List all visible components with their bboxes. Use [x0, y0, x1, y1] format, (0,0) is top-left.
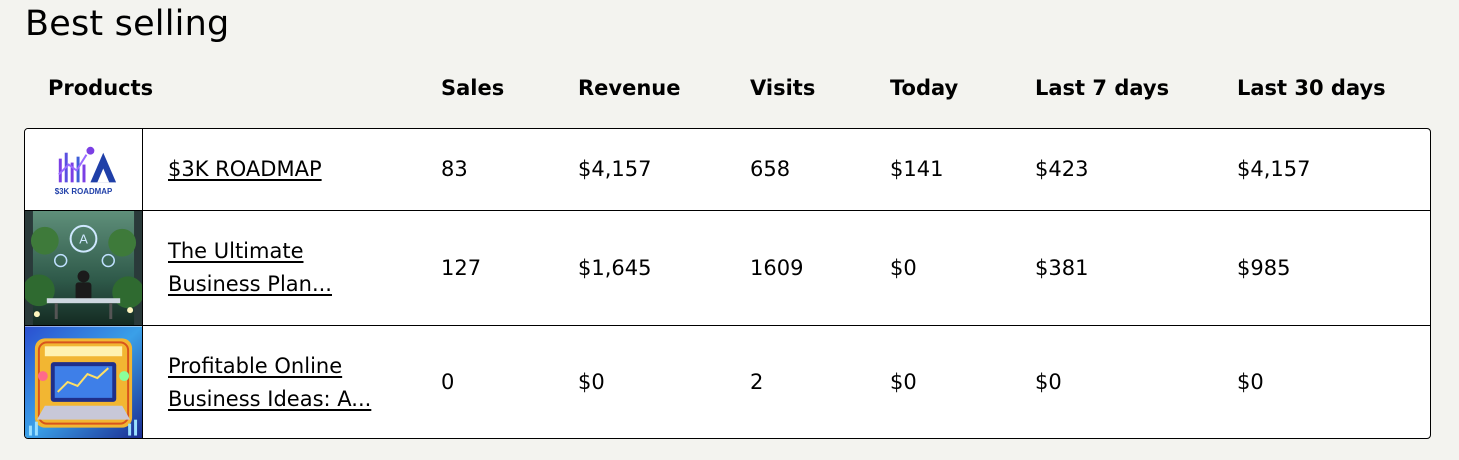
today-value: $0: [890, 256, 917, 280]
column-header-products: Products: [48, 76, 154, 100]
best-selling-table: $3K ROADMAP $3K ROADMAP 83 $4,157 658 $1…: [24, 128, 1431, 439]
column-header-last-7-days: Last 7 days: [1035, 76, 1170, 100]
visits-value: 1609: [750, 256, 804, 280]
product-link-profitable-online-business-ideas[interactable]: Profitable Online Business Ideas: A...: [168, 350, 371, 416]
business-plan-thumbnail: A: [25, 211, 143, 325]
product-link-ultimate-business-plan[interactable]: The Ultimate Business Plan...: [168, 235, 332, 301]
column-header-last-30-days: Last 30 days: [1237, 76, 1386, 100]
last-7-days-value: $0: [1035, 370, 1062, 394]
today-value: $0: [890, 370, 917, 394]
table-row: Profitable Online Business Ideas: A... 0…: [25, 326, 1430, 438]
column-header-revenue: Revenue: [578, 76, 681, 100]
revenue-value: $0: [578, 370, 605, 394]
last-30-days-value: $4,157: [1237, 157, 1311, 181]
visits-value: 2: [750, 370, 764, 394]
product-link-3k-roadmap[interactable]: $3K ROADMAP: [168, 153, 322, 186]
product-name-line: Business Plan...: [168, 272, 332, 296]
sales-value: 127: [441, 256, 482, 280]
table-row: A The Ultimate Business Plan... 127 $1,6…: [25, 211, 1430, 326]
section-title: Best selling: [25, 4, 230, 44]
revenue-value: $4,157: [578, 157, 652, 181]
product-name-line: Business Ideas: A...: [168, 387, 372, 411]
today-value: $141: [890, 157, 944, 181]
sales-value: 83: [441, 157, 468, 181]
table-row: $3K ROADMAP $3K ROADMAP 83 $4,157 658 $1…: [25, 129, 1430, 211]
product-name-line: The Ultimate: [168, 239, 304, 263]
revenue-value: $1,645: [578, 256, 652, 280]
product-name-line: Profitable Online: [168, 354, 343, 378]
last-7-days-value: $381: [1035, 256, 1089, 280]
last-30-days-value: $985: [1237, 256, 1291, 280]
last-7-days-value: $423: [1035, 157, 1089, 181]
product-name-line: $3K ROADMAP: [168, 157, 322, 181]
column-header-sales: Sales: [441, 76, 505, 100]
thumbnail-caption: $3K ROADMAP: [55, 187, 112, 196]
roadmap-logo-thumbnail: $3K ROADMAP: [25, 129, 143, 210]
visits-value: 658: [750, 157, 791, 181]
online-business-ideas-thumbnail: [25, 326, 143, 438]
sales-value: 0: [441, 370, 455, 394]
svg-text:A: A: [79, 232, 88, 247]
column-header-today: Today: [890, 76, 959, 100]
table-header: Products Sales Revenue Visits Today Last…: [0, 72, 1459, 104]
last-30-days-value: $0: [1237, 370, 1264, 394]
column-header-visits: Visits: [750, 76, 816, 100]
